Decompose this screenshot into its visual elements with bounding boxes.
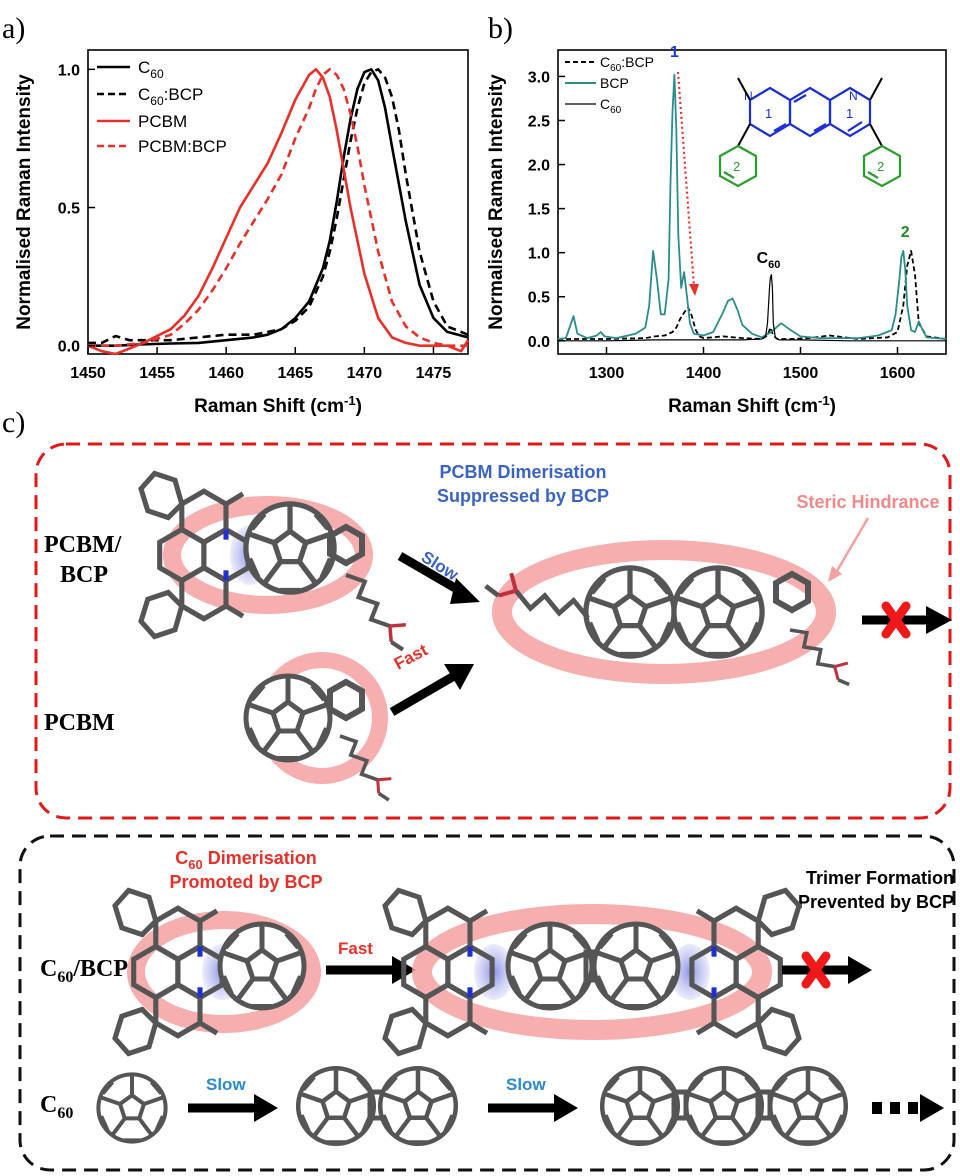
legend-label-c60: C60 [600,96,622,116]
y-tick-label: 0.0 [528,334,550,351]
fast-arrow-top-head [444,664,474,690]
blocked-arrow-top-head [926,606,952,634]
c60-trimer [602,1068,846,1144]
chart-a-legend: C60 C60:BCP PCBM PCBM:BCP [97,58,227,156]
y-tick-label: 0.5 [58,201,80,218]
ring-label-1a: 1 [765,106,772,121]
x-tick-label: 1300 [589,365,625,382]
label-pcbm: PCBM [44,710,115,736]
slow-arrow-top-head [450,578,480,604]
ring-label-1b: 1 [846,106,853,121]
peak-annotation-1: C60 [757,250,781,271]
chart-b-legend: C60:BCP BCP C60 [565,54,654,116]
legend-label-c60-bcp: C60:BCP [600,54,654,74]
c60-dimer [298,1068,456,1144]
series-line-1 [88,68,469,345]
trimer-title-line1: Trimer Formation [806,868,954,888]
y-tick-label: 2.0 [528,158,550,175]
slow-arrow-top [397,552,465,596]
x-tick-label: 1475 [416,365,452,382]
ring-label-2a: 2 [733,159,740,174]
y-tick-label: 1.5 [528,202,550,219]
slow-label-2: Slow [506,1075,546,1094]
c60-dimer-title-line1: C60 Dimerisation [175,848,317,872]
x-tick-label: 1470 [347,365,383,382]
legend-label-c60-bcp: C60:BCP [138,85,203,108]
cross-icon [881,601,911,639]
top-box-border [34,442,952,820]
y-tick-label: 0.5 [528,290,550,307]
y-tick-label: 0.0 [58,339,80,356]
fast-label-bottom: Fast [338,939,373,958]
c60-dimer-title-line2: Promoted by BCP [169,872,322,892]
trimer-title-line2: Prevented by BCP [798,892,954,912]
steric-hindrance-label: Steric Hindrance [796,492,939,512]
steric-arrow [832,517,870,577]
x-tick-label: 1400 [686,365,722,382]
label-c60: C60 [40,1092,73,1122]
legend-label-bcp: BCP [600,75,629,91]
svg-text:N: N [849,89,858,103]
y-tick-label: 1.0 [58,62,80,79]
label-pcbm-bcp-line1: PCBM/ [44,532,122,558]
label-pcbm-bcp-line2: BCP [60,562,108,588]
c60-dimer-bcp [385,890,799,1053]
c60-monomer [98,1074,165,1141]
legend-label-pcbm: PCBM [138,112,187,131]
x-tick-label: 1500 [783,365,819,382]
bcp-structure-inset: N N 1 1 2 2 [718,77,902,188]
shift-arrow [676,71,696,287]
pcbm-dimer-title-line2: Suppressed by BCP [437,486,609,506]
chart-b-frame [557,49,947,355]
chart-b-ylabel: Normalised Raman Intensity [486,74,507,330]
label-c60-bcp: C60/BCP [40,956,128,986]
y-tick-label: 2.5 [528,113,550,130]
chart-a: 1450 1455 1460 1465 1470 1475 0.0 0.5 1.0 C60 C6… [14,49,470,417]
chart-b-xlabel: Raman Shift (cm-1) [668,393,836,417]
chart-a-ylabel: Normalised Raman Intensity [14,74,35,330]
scheme-bottom-box: C60 Dimerisation Promoted by BCP Trimer … [18,834,956,1172]
fast-arrow-top [389,672,457,716]
scheme-top-box: PCBM/ BCP PCBM PCBM Dimerisation Suppres… [34,442,952,820]
x-tick-label: 1465 [277,365,313,382]
peak-annotation-2: 2 [901,224,910,241]
slow-arrow-1-head [254,1094,278,1122]
blocked-arrow-bottom-head [848,956,872,984]
bottom-box-border [18,834,956,1172]
steric-arrow-head [828,566,842,582]
y-tick-label: 1.0 [528,246,550,263]
chart-a-xlabel: Raman Shift (cm-1) [194,393,362,417]
panel-label-a: a) [2,12,25,45]
y-tick-label: 3.0 [528,69,550,86]
x-tick-label: 1460 [208,365,244,382]
legend-label-c60: C60 [138,58,164,81]
panel-label-c: c) [2,406,25,439]
panel-label-b: b) [488,12,513,45]
legend-label-pcbm-bcp: PCBM:BCP [138,137,227,156]
continuation-arrow [872,1094,944,1122]
c60-bcp-complex [115,890,321,1053]
series-line-0 [88,68,469,347]
series-line-1 [557,73,947,340]
shift-arrow-head [689,284,699,296]
series-line-2 [87,68,470,356]
series-line-2 [558,274,946,342]
x-tick-label: 1600 [880,365,916,382]
cross-icon-bottom [801,951,831,989]
peak-annotation-0: 1 [670,44,679,61]
pcbm-molecule [246,652,400,810]
pcbm-dimer-title-line1: PCBM Dimerisation [439,462,606,482]
x-tick-label: 1450 [70,365,106,382]
slow-arrow-2-head [554,1094,578,1122]
x-tick-label: 1455 [139,365,175,382]
ring-label-2b: 2 [877,159,884,174]
slow-label-1: Slow [206,1075,246,1094]
chart-a-frame [87,49,469,355]
chart-b: 1300 1400 1500 1600 0.0 0.5 1.0 1.5 2.0 2.5 3.0 C6… [486,44,947,417]
pcbm-dimer [486,540,860,699]
series-line-0 [558,250,947,340]
pcbm-bcp-complex [141,473,413,659]
